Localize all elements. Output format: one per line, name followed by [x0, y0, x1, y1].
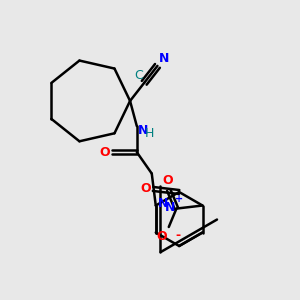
- Text: N: N: [158, 197, 169, 211]
- Text: O: O: [162, 174, 172, 187]
- Text: O: O: [99, 146, 110, 159]
- Text: O: O: [140, 182, 151, 194]
- Text: N: N: [159, 52, 169, 65]
- Text: N: N: [137, 124, 148, 137]
- Text: N: N: [165, 202, 175, 214]
- Text: H: H: [145, 127, 154, 140]
- Text: C: C: [134, 69, 143, 82]
- Text: -: -: [176, 230, 181, 242]
- Text: +: +: [176, 194, 184, 204]
- Text: O: O: [157, 230, 167, 243]
